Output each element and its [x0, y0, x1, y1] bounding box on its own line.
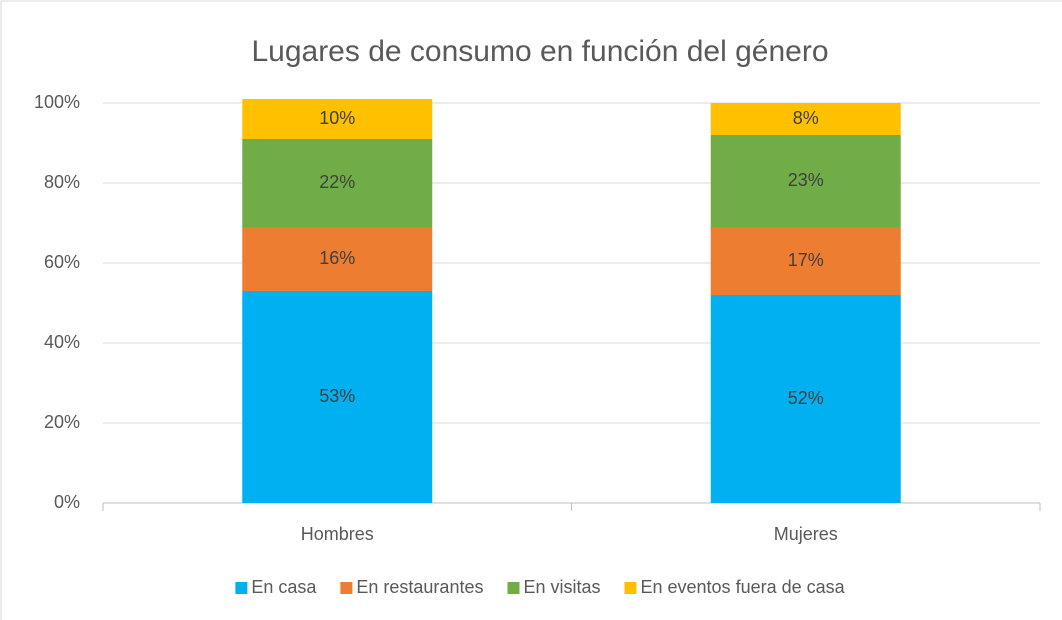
bar-segment [242, 227, 433, 291]
y-tick-label: 80% [44, 172, 80, 192]
bar-segment [242, 99, 433, 139]
legend-swatch [340, 582, 353, 594]
legend-swatch [235, 582, 248, 594]
bar-segment [710, 135, 901, 227]
data-label: 22% [319, 172, 355, 192]
legend-label: En casa [251, 577, 317, 597]
legend-swatch [507, 582, 520, 594]
data-label: 53% [319, 386, 355, 406]
bar-segment [710, 295, 901, 503]
y-tick-label: 100% [34, 92, 80, 112]
y-tick-label: 60% [44, 252, 80, 272]
y-tick-label: 0% [54, 492, 80, 512]
data-label: 17% [788, 250, 824, 270]
legend-swatch [624, 582, 637, 594]
chart-title: Lugares de consumo en función del género [251, 35, 828, 68]
bar-segment [710, 103, 901, 135]
data-label: 52% [788, 388, 824, 408]
bar-segment [242, 139, 433, 227]
data-label: 8% [793, 108, 819, 128]
bar-segment [710, 227, 901, 295]
legend-label: En visitas [523, 577, 600, 597]
data-label: 10% [319, 108, 355, 128]
bar-segment [242, 291, 433, 503]
legend-label: En eventos fuera de casa [641, 577, 846, 597]
y-tick-label: 40% [44, 332, 80, 352]
x-tick-label: Hombres [301, 524, 374, 544]
x-tick-label: Mujeres [774, 524, 838, 544]
legend-label: En restaurantes [356, 577, 483, 597]
y-tick-label: 20% [44, 412, 80, 432]
data-label: 16% [319, 248, 355, 268]
data-label: 23% [788, 170, 824, 190]
